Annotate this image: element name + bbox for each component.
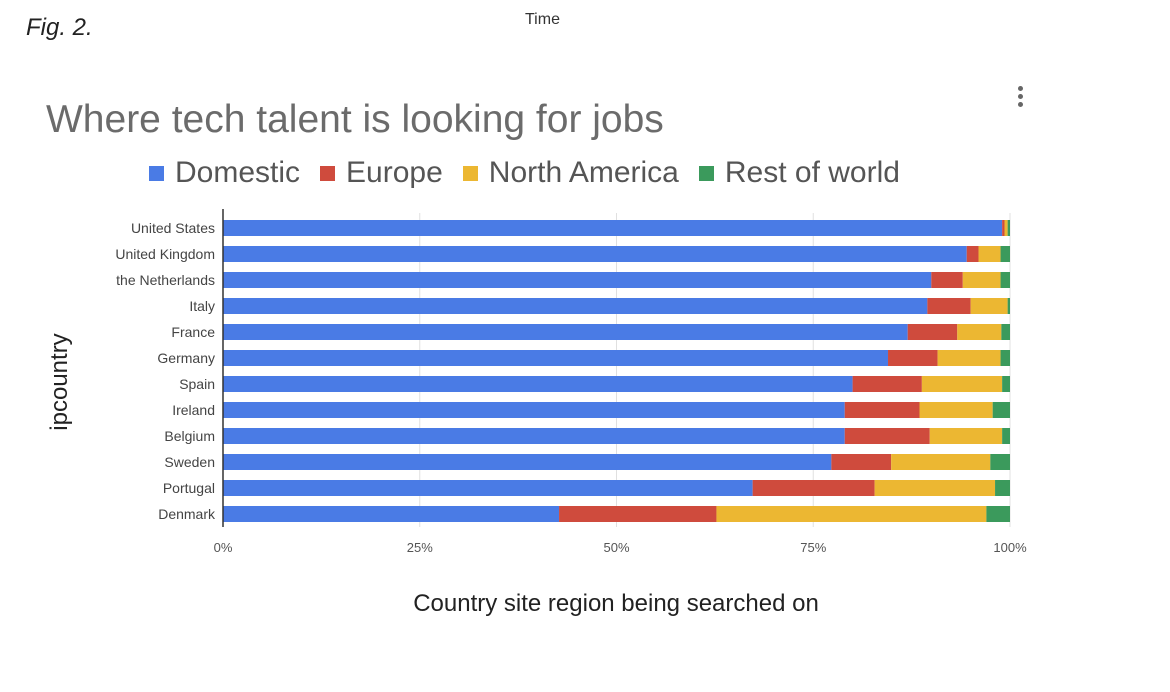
bar-ireland-rest-of-world: [992, 402, 1010, 418]
bar-germany-domestic: [223, 350, 889, 366]
legend-swatch-rest-of-world: [698, 165, 714, 181]
bar-united-kingdom-europe: [966, 246, 979, 262]
y-tick-label: United States: [131, 220, 215, 236]
bar-united-kingdom-domestic: [223, 246, 967, 262]
bar-united-states-north-america: [1004, 220, 1008, 236]
bar-ireland-europe: [844, 402, 920, 418]
bar-italy-rest-of-world: [1007, 298, 1010, 314]
legend-item-rest-of-world: Rest of world: [698, 156, 900, 190]
y-tick-label: Denmark: [158, 506, 216, 522]
y-tick-label: Spain: [179, 376, 215, 392]
bar-spain-rest-of-world: [1002, 376, 1010, 392]
x-tick-label: 50%: [603, 540, 629, 555]
y-tick-label: the Netherlands: [116, 272, 215, 288]
bar-france-europe: [907, 324, 958, 340]
bar-ireland-domestic: [223, 402, 845, 418]
bar-united-states-europe: [1002, 220, 1005, 236]
y-tick-label: Belgium: [164, 428, 215, 444]
y-tick-label: United Kingdom: [115, 246, 215, 262]
legend-label-europe: Europe: [346, 156, 443, 189]
legend-item-europe: Europe: [320, 156, 443, 190]
bar-portugal-europe: [752, 480, 875, 496]
bar-denmark-rest-of-world: [986, 506, 1010, 522]
bar-denmark-domestic: [223, 506, 560, 522]
bar-italy-europe: [927, 298, 971, 314]
bar-sweden-rest-of-world: [990, 454, 1010, 470]
bar-sweden-north-america: [891, 454, 991, 470]
bar-belgium-europe: [844, 428, 930, 444]
bar-france-domestic: [223, 324, 908, 340]
legend-label-domestic: Domestic: [175, 156, 301, 189]
y-tick-label: France: [171, 324, 215, 340]
bar-united-states-domestic: [223, 220, 1003, 236]
chart-title: Where tech talent is looking for jobs: [46, 98, 664, 141]
bar-spain-domestic: [223, 376, 853, 392]
bar-sweden-europe: [831, 454, 892, 470]
bar-belgium-domestic: [223, 428, 845, 444]
bar-france-rest-of-world: [1001, 324, 1010, 340]
x-tick-label: 100%: [993, 540, 1027, 555]
bar-the-netherlands-north-america: [962, 272, 1001, 288]
bar-portugal-rest-of-world: [995, 480, 1010, 496]
bar-the-netherlands-rest-of-world: [1000, 272, 1010, 288]
bar-portugal-north-america: [874, 480, 996, 496]
bar-ireland-north-america: [919, 402, 993, 418]
bar-united-kingdom-rest-of-world: [1000, 246, 1010, 262]
legend-item-north-america: North America: [462, 156, 679, 190]
legend-label-rest-of-world: Rest of world: [724, 156, 900, 189]
more-options-icon[interactable]: [1012, 86, 1028, 110]
y-tick-label: Italy: [189, 298, 215, 314]
legend-swatch-north-america: [462, 165, 478, 181]
bar-sweden-domestic: [223, 454, 832, 470]
bar-germany-rest-of-world: [1000, 350, 1010, 366]
bar-denmark-europe: [559, 506, 717, 522]
bar-united-states-rest-of-world: [1007, 220, 1010, 236]
bar-the-netherlands-europe: [931, 272, 963, 288]
x-axis-title: Country site region being searched on: [413, 590, 819, 617]
chart-legend: Domestic Europe North America Rest of wo…: [149, 156, 920, 190]
bar-belgium-rest-of-world: [1002, 428, 1010, 444]
legend-swatch-domestic: [149, 165, 164, 181]
bar-the-netherlands-domestic: [223, 272, 932, 288]
bar-united-kingdom-north-america: [978, 246, 1001, 262]
bar-italy-north-america: [970, 298, 1008, 314]
bar-denmark-north-america: [716, 506, 987, 522]
x-tick-label: 0%: [214, 540, 233, 555]
legend-swatch-europe: [320, 165, 336, 181]
y-tick-label: Germany: [157, 350, 215, 366]
legend-label-north-america: North America: [488, 156, 679, 189]
y-tick-label: Portugal: [163, 480, 215, 496]
legend-item-domestic: Domestic: [149, 156, 300, 190]
y-tick-label: Ireland: [172, 402, 215, 418]
bar-germany-north-america: [937, 350, 1001, 366]
x-tick-label: 25%: [407, 540, 433, 555]
y-tick-label: Sweden: [164, 454, 215, 470]
bar-spain-europe: [852, 376, 922, 392]
bar-germany-europe: [888, 350, 938, 366]
bar-portugal-domestic: [223, 480, 753, 496]
figure-label: Fig. 2.: [26, 14, 93, 41]
bar-spain-north-america: [921, 376, 1003, 392]
bar-italy-domestic: [223, 298, 928, 314]
bar-france-north-america: [957, 324, 1002, 340]
bar-belgium-north-america: [929, 428, 1003, 444]
top-label: Time: [525, 11, 560, 28]
x-tick-label: 75%: [800, 540, 826, 555]
